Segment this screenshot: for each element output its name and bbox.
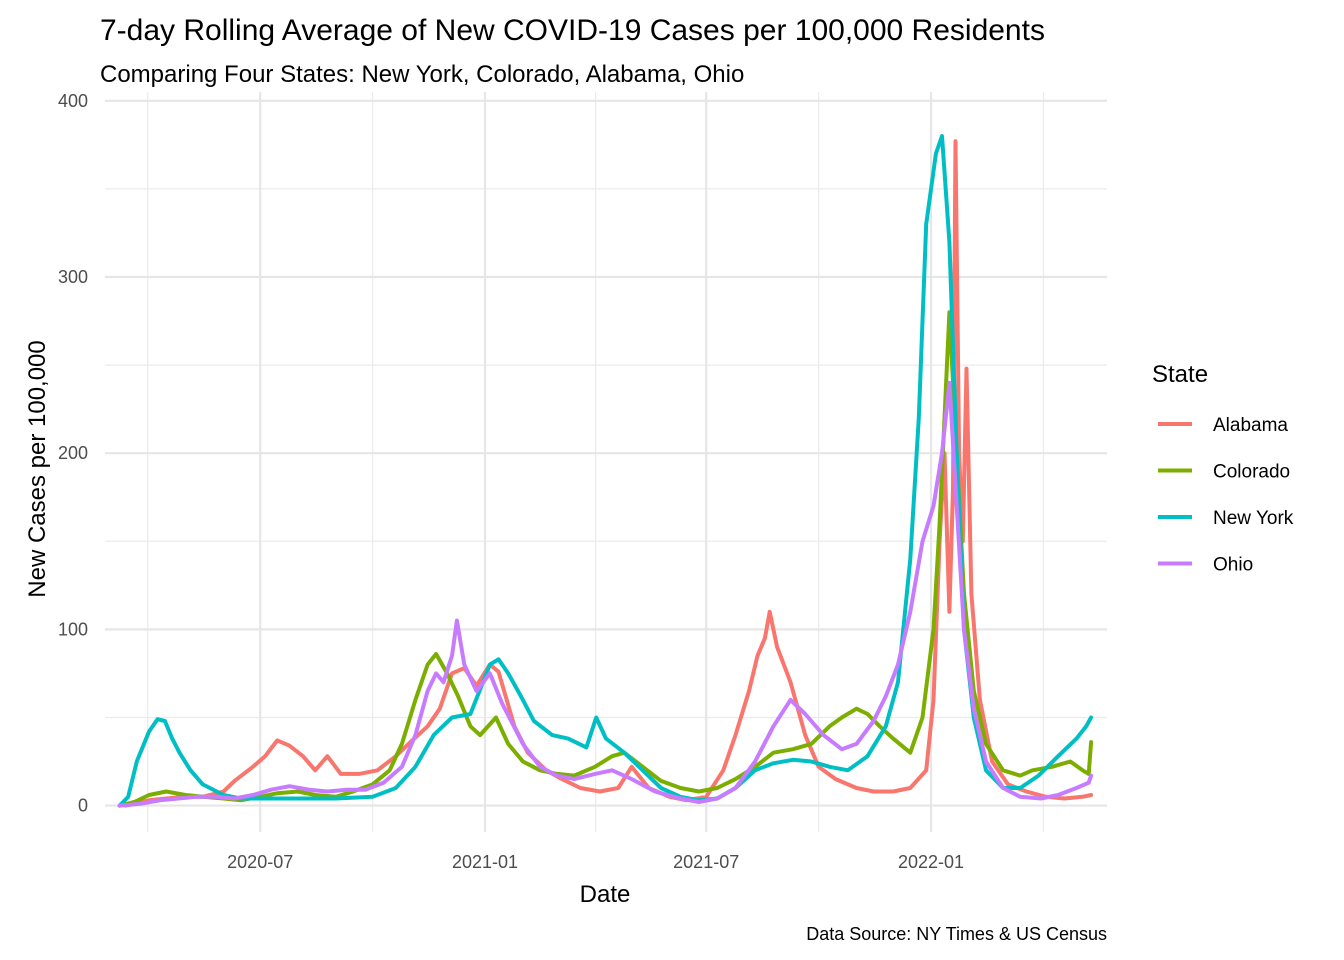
chart-title: 7-day Rolling Average of New COVID-19 Ca… bbox=[100, 14, 1045, 47]
legend-label: Colorado bbox=[1213, 462, 1290, 483]
legend-label: Alabama bbox=[1213, 415, 1288, 436]
legend-title: State bbox=[1152, 361, 1208, 388]
series-lines bbox=[117, 134, 1094, 808]
x-tick-label: 2021-07 bbox=[673, 852, 739, 872]
x-axis-ticks: 2020-07 2021-01 2021-07 2022-01 bbox=[227, 852, 964, 872]
legend-label: New York bbox=[1213, 508, 1294, 529]
x-tick-label: 2022-01 bbox=[898, 852, 964, 872]
x-axis-title: Date bbox=[580, 881, 631, 908]
x-tick-label: 2021-01 bbox=[452, 852, 518, 872]
y-tick-label: 100 bbox=[58, 619, 88, 639]
y-tick-label: 200 bbox=[58, 443, 88, 463]
y-tick-label: 300 bbox=[58, 267, 88, 287]
chart-subtitle: Comparing Four States: New York, Colorad… bbox=[100, 61, 744, 88]
series-line-alabama bbox=[123, 139, 1094, 808]
y-axis-ticks: 0 100 200 300 400 bbox=[58, 91, 88, 816]
y-tick-label: 0 bbox=[78, 796, 88, 816]
legend: State Alabama Colorado New York Ohio bbox=[1152, 361, 1294, 576]
minor-gridlines bbox=[105, 92, 1107, 832]
y-axis-title: New Cases per 100,000 bbox=[24, 340, 51, 597]
x-tick-label: 2020-07 bbox=[227, 852, 293, 872]
major-gridlines bbox=[105, 92, 1107, 832]
legend-label: Ohio bbox=[1213, 555, 1253, 576]
y-tick-label: 400 bbox=[58, 91, 88, 111]
series-line-ohio bbox=[117, 380, 1094, 808]
data-source-caption: Data Source: NY Times & US Census bbox=[806, 924, 1107, 944]
series-line-colorado bbox=[117, 310, 1094, 808]
